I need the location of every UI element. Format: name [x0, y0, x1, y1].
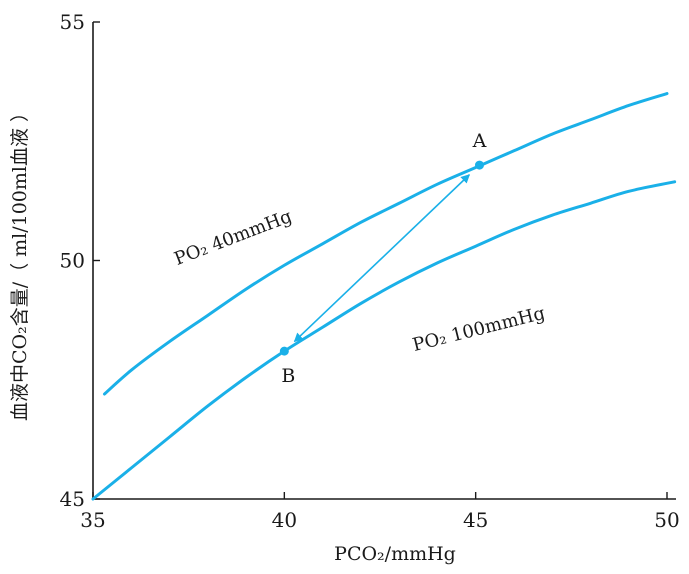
arrows-group: [293, 174, 471, 343]
x-tick-label: 40: [272, 508, 297, 532]
y-tick-label: 50: [60, 249, 85, 273]
x-axis-label: PCO₂/mmHg: [334, 543, 456, 565]
point-B: [279, 346, 289, 356]
point-label-A: A: [472, 130, 487, 152]
y-tick-label: 45: [60, 487, 85, 511]
y-axis-label: 血液中CO₂含量/（ ml/100ml血液 ）: [9, 103, 31, 421]
series-label-1: PO₂ 100mmHg: [411, 303, 548, 356]
series-label-0: PO₂ 40mmHg: [171, 206, 294, 270]
series-line-1: [91, 180, 677, 501]
x-tick-label: 50: [654, 508, 679, 532]
x-tick-label: 45: [463, 508, 488, 532]
arrow-A-B: [293, 174, 471, 343]
y-tick-label: 55: [60, 10, 85, 34]
series-group: [91, 92, 677, 501]
x-tick-label: 35: [80, 508, 105, 532]
point-A: [474, 160, 484, 170]
point-label-B: B: [281, 365, 295, 387]
tick-labels: 35 40 45 50 45 50 55: [60, 10, 680, 532]
points-group: AB: [279, 130, 487, 387]
series-labels: PO₂ 40mmHg PO₂ 100mmHg: [171, 206, 547, 356]
